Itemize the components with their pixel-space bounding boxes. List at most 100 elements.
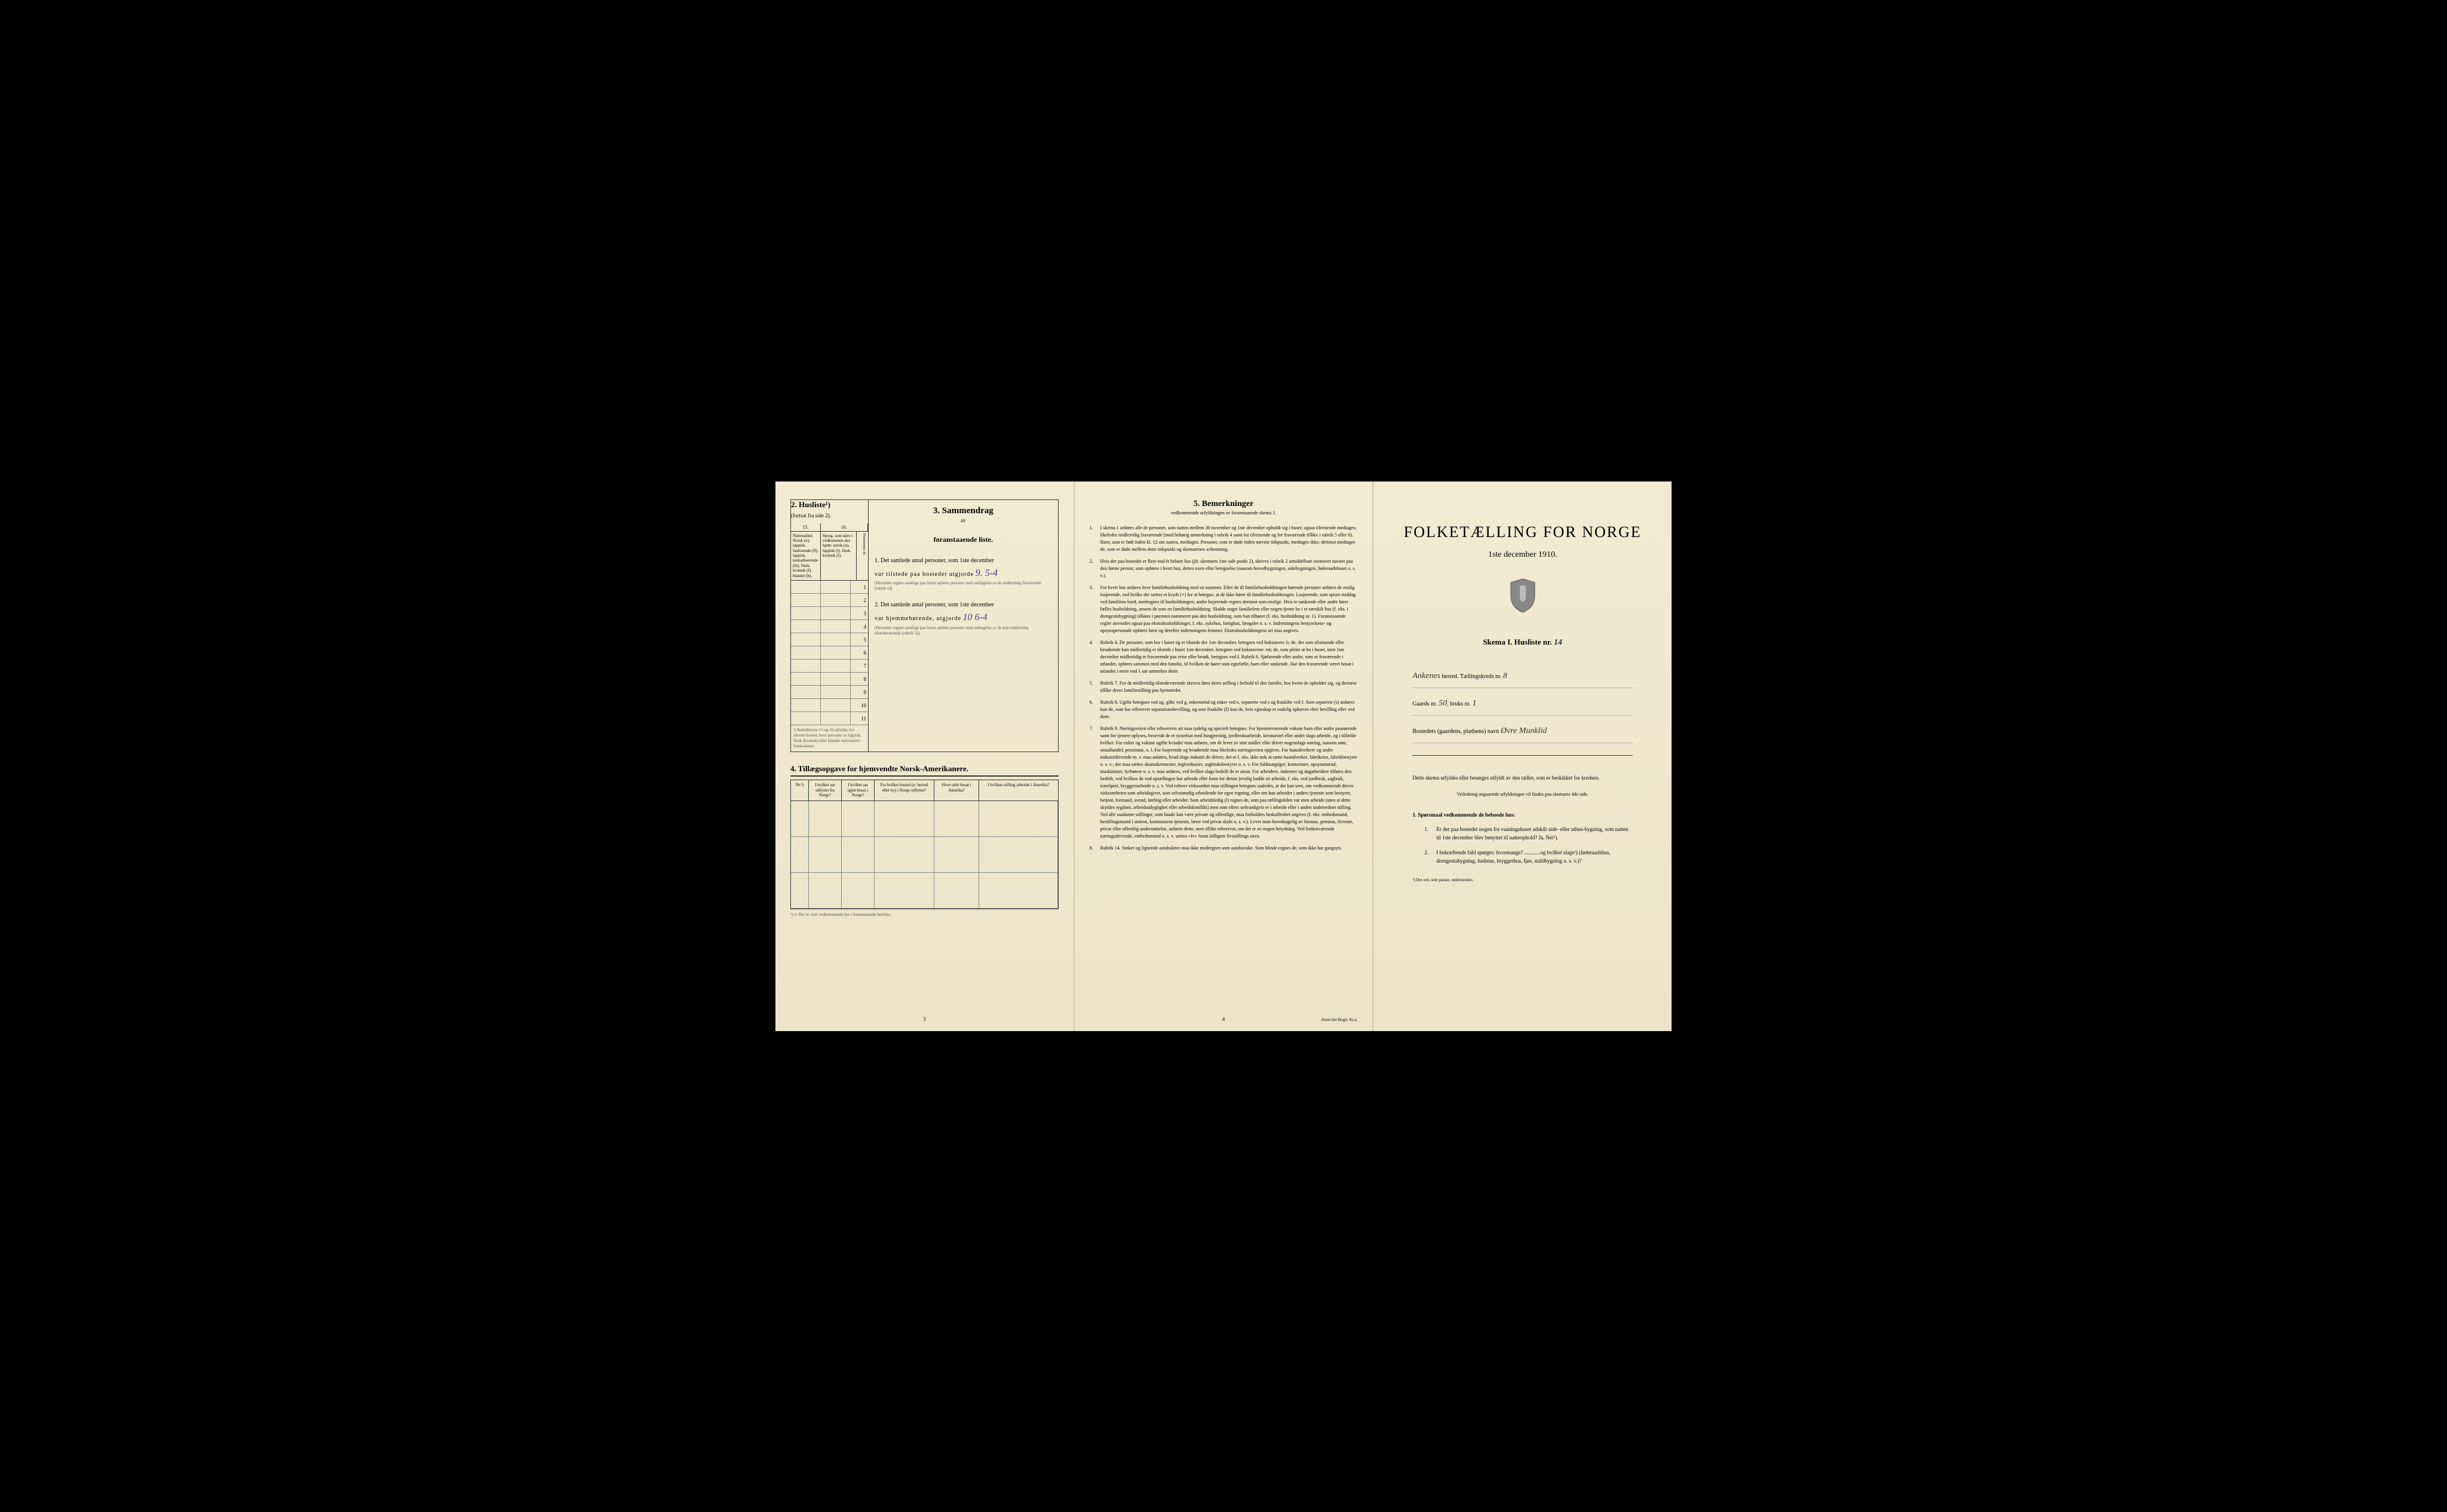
summary-1-text: 1. Det samlede antal personer, som 1ste … bbox=[875, 556, 1052, 566]
col-16-header: 16. bbox=[821, 523, 868, 531]
amerika-row bbox=[791, 801, 1058, 837]
section-5-subtitle: vedkommende utfyldningen av foranstaaend… bbox=[1090, 510, 1358, 516]
section-3-subtitle: foranstaaende liste. bbox=[875, 535, 1052, 544]
remark-item: 6.Rubrik 8. Ugifte betegnes ved ug, gift… bbox=[1090, 699, 1358, 720]
instructions-intro: Dette skema utfyldes eller besørges utfy… bbox=[1412, 774, 1633, 782]
husliste-rows: 1 2 3 4 5 6 7 8 9 10 11 bbox=[791, 581, 868, 725]
col-15-header: 15. bbox=[791, 523, 821, 531]
summary-2-line2: var hjemmehørende, utgjorde bbox=[875, 615, 961, 622]
summary-1-note: (Herunder regnes samtlige paa listen opf… bbox=[875, 581, 1052, 591]
amerika-row bbox=[791, 837, 1058, 873]
questions-header: 1. Spørsmaal vedkommende de beboede hus: bbox=[1412, 811, 1633, 819]
q2-text: I bekræftende fald spørges: hvormange? .… bbox=[1436, 848, 1633, 866]
section-5-title: 5. Bemerkninger bbox=[1090, 499, 1358, 509]
amerika-h6: I hvilken stilling arbeidet i Amerika? bbox=[979, 780, 1058, 800]
remark-text: Rubrik 8. Ugifte betegnes ved ug, gifte … bbox=[1100, 699, 1358, 720]
amerika-h5: Hvor sidst bosat i Amerika? bbox=[934, 780, 979, 800]
section-3-title: 3. Sammendrag bbox=[875, 506, 1052, 516]
bruks-label: bruks nr. bbox=[1450, 701, 1471, 707]
remark-number: 6. bbox=[1090, 699, 1100, 720]
page-3-cover: FOLKETÆLLING FOR NORGE 1ste december 191… bbox=[1373, 481, 1672, 1031]
instructions: Dette skema utfyldes eller besørges utfy… bbox=[1388, 774, 1657, 866]
herred-label: herred. Tællingskreds nr. bbox=[1442, 673, 1502, 680]
q2-num: 2. bbox=[1424, 848, 1436, 866]
remark-text: For hvert hus anføres hver familiehushol… bbox=[1100, 584, 1358, 634]
gaards-line: Gaards nr. 50, bruks nr. 1 bbox=[1412, 693, 1633, 716]
remark-item: 8.Rubrik 14. Sinker og lignende aandsslø… bbox=[1090, 845, 1358, 852]
question-2: 2. I bekræftende fald spørges: hvormange… bbox=[1412, 848, 1633, 866]
skema-line: Skema I. Husliste nr. 14 bbox=[1388, 637, 1657, 648]
summary-2-note: (Herunder regnes samtlige paa listen opf… bbox=[875, 625, 1052, 636]
printer-mark: Steen'ske Bogtr. Kr.a. bbox=[1321, 1017, 1358, 1022]
remark-number: 1. bbox=[1090, 525, 1100, 553]
remark-number: 8. bbox=[1090, 845, 1100, 852]
skema-label: Skema I. Husliste nr. bbox=[1483, 637, 1551, 646]
kreds-value: 8 bbox=[1503, 671, 1507, 680]
section-2-subtitle: (fortsat fra side 2). bbox=[791, 513, 868, 519]
remarks-list: 1.I skema 1 anføres alle de personer, so… bbox=[1090, 525, 1358, 852]
remark-text: Rubrik 9. Næringsveien eller erhvervets … bbox=[1100, 725, 1358, 840]
remark-number: 2. bbox=[1090, 558, 1100, 579]
amerika-h4: Fra hvilket bosted (o: herred eller by) … bbox=[875, 780, 934, 800]
remark-number: 5. bbox=[1090, 680, 1100, 694]
summary-1-value: 9. 5-4 bbox=[976, 568, 998, 578]
section-4: 4. Tillægsopgave for hjemvendte Norsk-Am… bbox=[790, 764, 1059, 917]
bruks-value: 1 bbox=[1472, 699, 1476, 708]
remark-item: 3.For hvert hus anføres hver familiehush… bbox=[1090, 584, 1358, 634]
remark-item: 2.Hvis der paa bostedet er flere end ét … bbox=[1090, 558, 1358, 579]
remark-number: 4. bbox=[1090, 639, 1100, 675]
husliste-continuation: 2. Husliste¹) (fortsat fra side 2). 15. … bbox=[790, 499, 1059, 753]
q1-num: 1. bbox=[1424, 825, 1436, 842]
section-2-footnote: ¹) Rubrikkerne 15 og 16 utfyldes for eth… bbox=[791, 725, 868, 752]
col-15-label: Nationalitet. Norsk (n), lappisk, fastbo… bbox=[791, 532, 821, 581]
section-4-footnote: ²) o: Det nr. som vedkommende har i fora… bbox=[790, 912, 1059, 918]
amerika-row bbox=[791, 873, 1058, 909]
col-16-label: Sprog. som tales i vedkommen-des hjem: n… bbox=[821, 532, 857, 581]
remark-item: 4.Rubrik 4. De personer, som bor i huset… bbox=[1090, 639, 1358, 675]
herred-value: Ankenes bbox=[1412, 671, 1440, 680]
remark-text: Rubrik 4. De personer, som bor i huset o… bbox=[1100, 639, 1358, 675]
main-date: 1ste december 1910. bbox=[1388, 550, 1657, 560]
section-2-title: 2. Husliste¹) bbox=[791, 500, 868, 510]
page-1: 2. Husliste¹) (fortsat fra side 2). 15. … bbox=[775, 481, 1075, 1031]
section-3: 3. Sammendrag av foranstaaende liste. 1.… bbox=[869, 500, 1058, 752]
q1-text: Er der paa bostedet nogen fra vaaningshu… bbox=[1436, 825, 1633, 842]
question-1: 1. Er der paa bostedet nogen fra vaaning… bbox=[1412, 825, 1633, 842]
bosted-value: Øvre Munklid bbox=[1501, 726, 1547, 735]
amerika-h2: I hvilket aar utflyttet fra Norge? bbox=[809, 780, 842, 800]
divider bbox=[1412, 755, 1633, 756]
gaards-label: Gaards nr. bbox=[1412, 701, 1437, 707]
summary-item-2: 2. Det samlede antal personer, som 1ste … bbox=[875, 600, 1052, 636]
remark-text: Hvis der paa bostedet er flere end ét be… bbox=[1100, 558, 1358, 579]
page-2: 5. Bemerkninger vedkommende utfyldningen… bbox=[1075, 481, 1374, 1031]
remark-text: Rubrik 7. For de midlertidig tilstedevær… bbox=[1100, 680, 1358, 694]
section-4-title: 4. Tillægsopgave for hjemvendte Norsk-Am… bbox=[790, 764, 1059, 777]
amerika-h3: I hvilket aar igjen bosat i Norge? bbox=[842, 780, 875, 800]
remark-number: 7. bbox=[1090, 725, 1100, 840]
remark-item: 1.I skema 1 anføres alle de personer, so… bbox=[1090, 525, 1358, 553]
section-3-av: av bbox=[875, 517, 1052, 523]
form-fields: Ankenes herred. Tællingskreds nr. 8 Gaar… bbox=[1388, 665, 1657, 743]
remark-item: 5.Rubrik 7. For de midlertidig tilstedev… bbox=[1090, 680, 1358, 694]
census-document: 2. Husliste¹) (fortsat fra side 2). 1 5. … bbox=[775, 481, 1672, 1031]
remark-text: Rubrik 14. Sinker og lignende aandssløve… bbox=[1100, 845, 1358, 852]
herred-line: Ankenes herred. Tællingskreds nr. 8 bbox=[1412, 665, 1633, 688]
page-1-number: 3 bbox=[923, 1016, 926, 1022]
amerika-table: Nr.²) I hvilket aar utflyttet fra Norge?… bbox=[790, 780, 1059, 909]
remark-number: 3. bbox=[1090, 584, 1100, 634]
bosted-label: Bostedets (gaardens, pladsens) navn bbox=[1412, 728, 1499, 735]
main-title: FOLKETÆLLING FOR NORGE bbox=[1388, 523, 1657, 541]
summary-2-value: 10 6-4 bbox=[963, 612, 988, 622]
remark-text: I skema 1 anføres alle de personer, som … bbox=[1100, 525, 1358, 553]
summary-2-text: 2. Det samlede antal personer, som 1ste … bbox=[875, 600, 1052, 610]
norway-crest-icon bbox=[1508, 578, 1538, 614]
page-3-footnote: ¹) Det ord, som passer, understrekes. bbox=[1388, 878, 1657, 882]
gaards-value: 50 bbox=[1439, 699, 1447, 708]
skema-value: 14 bbox=[1554, 638, 1562, 647]
col-extra-label: Personernes nr. bbox=[857, 532, 867, 581]
instructions-note: Veiledning angaaende utfyldningen vil fi… bbox=[1412, 791, 1633, 799]
summary-item-1: 1. Det samlede antal personer, som 1ste … bbox=[875, 556, 1052, 592]
bosted-line: Bostedets (gaardens, pladsens) navn Øvre… bbox=[1412, 720, 1633, 743]
remark-item: 7.Rubrik 9. Næringsveien eller erhvervet… bbox=[1090, 725, 1358, 840]
page-2-number: 4 bbox=[1222, 1016, 1225, 1022]
